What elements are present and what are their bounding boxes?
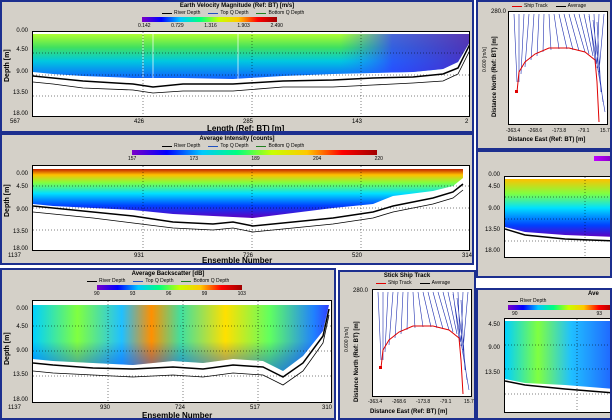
velocity-plot-area[interactable] <box>32 31 470 117</box>
backscatter-title: Average Backscatter [dB] <box>131 271 205 277</box>
ship-track-panel-top: Ship Track Average 280.0 0.600 [m/s] Dis… <box>476 0 612 150</box>
intensity-colorbar <box>132 150 377 155</box>
intensity-legend: River Depth Top Q Depth Bottom Q Depth <box>162 143 304 149</box>
intensity-contour-panel: Average Intensity [counts] River Depth T… <box>0 133 474 265</box>
track2-ylabel: Distance North (Ref: BT) [m] <box>354 321 360 402</box>
legend-top-q: Top Q Depth <box>220 10 249 16</box>
ship-track-panel-bottom: Stick Ship Track Ship Track Average 280.… <box>338 270 476 420</box>
partial-bottom-plot[interactable] <box>504 318 610 413</box>
intensity-xlabel: Ensemble Number <box>202 256 273 265</box>
track1-xlabel: Distance East (Ref: BT) [m] <box>508 137 586 143</box>
intensity-title: Average Intensity [counts] <box>199 136 275 142</box>
velocity-colorbar-labels: 0.142 0.729 1.316 1.903 2.490 <box>138 23 283 29</box>
velocity-xlabel: Length (Ref: BT) [m] <box>207 124 285 133</box>
track1-plot-area[interactable] <box>508 11 608 125</box>
legend-river-depth: River Depth <box>174 10 201 16</box>
velocity-contour-panel: Earth Velocity Magnitude (Ref: BT) [m/s]… <box>0 0 474 133</box>
intensity-plot-area[interactable] <box>32 165 470 251</box>
velocity-ylabel: Depth [m] <box>4 49 11 82</box>
legend-bottom-q: Bottom Q Depth <box>268 10 305 16</box>
backscatter-plot-area[interactable] <box>32 300 332 403</box>
backscatter-contour-panel: Average Backscatter [dB] River Depth Top… <box>0 268 336 420</box>
velocity-legend: River Depth Top Q Depth Bottom Q Depth <box>162 10 304 16</box>
backscatter-colorbar <box>97 285 242 290</box>
backscatter-legend: River Depth Top Q Depth Bottom Q Depth <box>87 278 229 284</box>
partial-middle-plot[interactable] <box>504 176 610 258</box>
track2-plot-area[interactable] <box>372 289 472 397</box>
partial-contour-panel-bottom: Ave River Depth 90 93 4.50 9.00 13.50 <box>476 288 612 420</box>
backscatter-xlabel: Ensemble Number <box>142 411 213 420</box>
velocity-colorbar <box>142 17 277 22</box>
track2-xlabel: Distance East (Ref: BT) [m] <box>370 409 448 415</box>
partial-contour-panel-middle: 0.00 4.50 9.00 13.50 18.00 <box>476 150 612 278</box>
track1-ylabel: Distance North (Ref: BT) [m] <box>492 36 498 117</box>
velocity-title: Earth Velocity Magnitude (Ref: BT) [m/s] <box>179 3 295 9</box>
